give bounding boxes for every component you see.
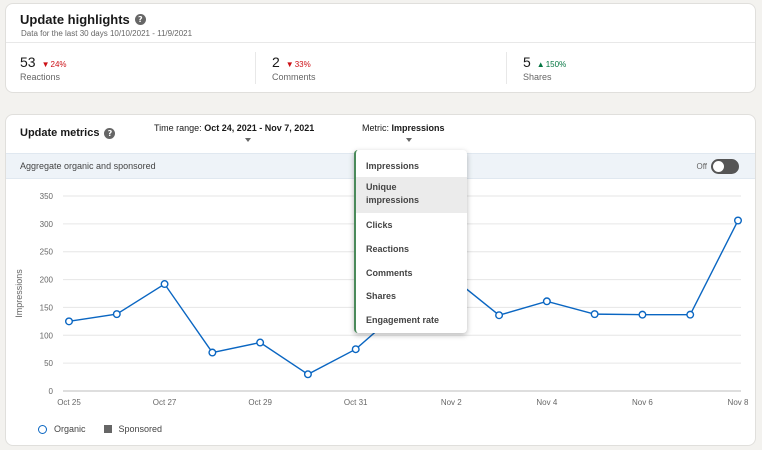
aggregate-label: Aggregate organic and sponsored — [20, 161, 156, 171]
y-tick-label: 200 — [40, 276, 54, 285]
metric-dropdown[interactable]: Metric: Impressions — [362, 123, 445, 133]
x-tick-label: Nov 4 — [536, 398, 557, 407]
x-tick-label: Oct 27 — [153, 398, 177, 407]
highlights-title-text: Update highlights — [20, 12, 130, 27]
update-highlights-card: Update highlights ? Data for the last 30… — [5, 3, 756, 93]
triangle-down-icon: ▼ — [41, 60, 50, 69]
y-axis-label: Impressions — [14, 269, 24, 318]
time-range-dropdown[interactable]: Time range: Oct 24, 2021 - Nov 7, 2021 — [154, 123, 314, 133]
highlights-subtitle: Data for the last 30 days 10/10/2021 - 1… — [21, 29, 193, 38]
data-point[interactable] — [495, 311, 504, 320]
dropdown-item[interactable]: Unique impressions — [356, 177, 467, 213]
aggregate-toggle[interactable] — [711, 159, 739, 174]
dropdown-item[interactable]: Clicks — [366, 220, 393, 230]
delta-text: 150% — [545, 60, 567, 69]
data-point[interactable] — [65, 317, 74, 326]
metrics-title: Update metrics ? — [20, 127, 116, 139]
stat-reactions: 53 ▼ 24% Reactions — [20, 54, 67, 82]
triangle-down-icon: ▼ — [285, 60, 294, 69]
data-point[interactable] — [638, 310, 647, 319]
help-icon[interactable]: ? — [104, 127, 116, 139]
data-point[interactable] — [256, 338, 265, 347]
legend-item-organic[interactable]: Organic — [38, 424, 86, 434]
highlights-title: Update highlights ? — [20, 12, 146, 27]
y-tick-label: 350 — [40, 192, 54, 201]
toggle-knob[interactable] — [713, 161, 724, 172]
data-point[interactable] — [160, 280, 169, 289]
stat-comments: 2 ▼ 33% Comments — [272, 54, 316, 82]
data-point[interactable] — [686, 310, 695, 319]
stat-value: 2 — [272, 54, 280, 70]
y-tick-label: 250 — [40, 248, 54, 257]
time-range-value: Oct 24, 2021 - Nov 7, 2021 — [204, 123, 315, 133]
x-tick-label: Nov 2 — [441, 398, 462, 407]
chevron-down-icon[interactable] — [245, 138, 251, 142]
dropdown-item[interactable]: Engagement rate — [366, 315, 440, 325]
divider — [255, 52, 256, 84]
x-tick-label: Oct 31 — [344, 398, 368, 407]
delta-text: 24% — [50, 60, 67, 69]
x-tick-label: Nov 6 — [632, 398, 653, 407]
dropdown-item[interactable]: Shares — [366, 291, 397, 301]
stat-value: 5 — [523, 54, 531, 70]
y-tick-label: 300 — [40, 220, 54, 229]
divider — [506, 52, 507, 84]
data-point[interactable] — [590, 310, 599, 319]
dropdown-item[interactable]: Reactions — [366, 244, 410, 254]
metric-value: Impressions — [391, 123, 445, 133]
data-point[interactable] — [734, 216, 743, 225]
delta-text: 33% — [294, 60, 311, 69]
stat-delta: ▲ 150% — [537, 60, 566, 69]
chevron-down-icon[interactable] — [406, 138, 412, 142]
y-tick-label: 100 — [40, 331, 54, 340]
toggle-label: Off — [696, 162, 707, 171]
data-point[interactable] — [351, 345, 360, 354]
y-tick-label: 0 — [49, 387, 54, 396]
y-tick-label: 50 — [44, 359, 53, 368]
dropdown-item[interactable]: Comments — [366, 268, 413, 278]
dropdown-item[interactable]: Impressions — [366, 161, 420, 171]
stat-delta: ▼ 24% — [42, 60, 67, 69]
data-point[interactable] — [303, 370, 312, 379]
stat-label: Shares — [523, 72, 552, 82]
data-point[interactable] — [112, 310, 121, 319]
metric-dropdown-menu: Impressions Unique impressions Clicks React… — [354, 150, 467, 333]
stat-value: 53 — [20, 54, 36, 70]
y-tick-label: 150 — [40, 303, 54, 312]
organic-marker-icon — [38, 424, 47, 434]
x-tick-label: Nov 8 — [728, 398, 749, 407]
sponsored-marker-icon — [103, 425, 112, 433]
help-icon[interactable]: ? — [134, 14, 146, 25]
stat-delta: ▼ 33% — [286, 60, 311, 69]
legend-item-sponsored[interactable]: Sponsored — [103, 424, 163, 434]
stat-shares: 5 ▲ 150% Shares — [523, 54, 566, 82]
legend-label: Organic — [54, 424, 86, 434]
legend-label: Sponsored — [118, 424, 163, 434]
divider — [6, 42, 755, 43]
stat-label: Comments — [272, 72, 316, 82]
stat-label: Reactions — [20, 72, 61, 82]
chart-legend: Organic Sponsored — [38, 424, 162, 434]
data-point[interactable] — [542, 297, 551, 306]
impressions-line-chart: 0 50 100 150 200 250 300 350 Impressions Oct 25 Oc… — [14, 192, 749, 407]
triangle-up-icon: ▲ — [536, 60, 545, 69]
data-point[interactable] — [208, 348, 217, 357]
time-range-label: Time range: — [154, 123, 202, 133]
x-tick-label: Oct 25 — [57, 398, 81, 407]
metrics-title-text: Update metrics — [20, 127, 100, 139]
metric-label: Metric: — [362, 123, 389, 133]
x-tick-label: Oct 29 — [248, 398, 272, 407]
